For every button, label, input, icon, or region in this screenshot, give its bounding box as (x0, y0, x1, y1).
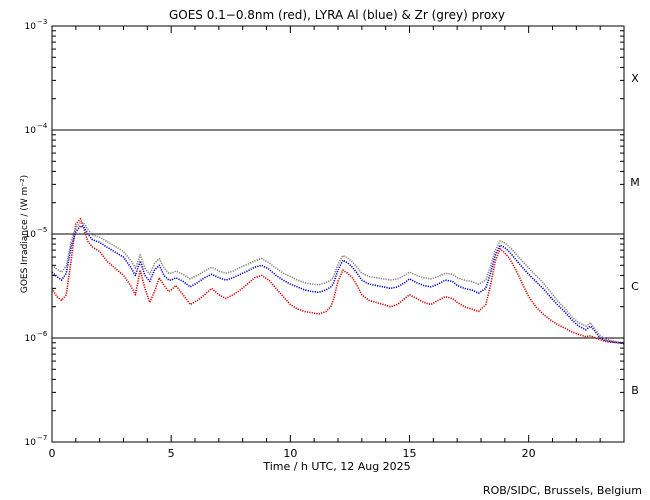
y-tick-label: 10 (25, 438, 37, 448)
chart-title: GOES 0.1−0.8nm (red), LYRA Al (blue) & Z… (169, 8, 505, 22)
series-line (51, 218, 625, 345)
y-tick-exponent: −7 (37, 434, 47, 442)
flare-class-labels: B C M X (630, 72, 640, 397)
y-tick-exponent: −4 (37, 122, 48, 130)
y-tick-label: 10 (25, 126, 37, 136)
x-tick-label: 20 (522, 447, 536, 460)
flare-class-label: C (631, 280, 639, 293)
y-tick-exponent: −5 (37, 226, 47, 234)
flare-level-lines (52, 129, 624, 339)
credit-text: ROB/SIDC, Brussels, Belgium (483, 484, 642, 497)
x-tick-label: 10 (283, 447, 297, 460)
x-tick-label: 15 (403, 447, 417, 460)
y-tick-exponent: −3 (37, 18, 47, 26)
x-tick-label: 0 (49, 447, 56, 460)
flare-class-label: X (631, 72, 639, 85)
y-tick-exponent: −6 (37, 330, 48, 338)
data-series (51, 218, 625, 345)
flare-class-label: M (630, 176, 640, 189)
series-line (51, 225, 625, 345)
y-axis: 10−710−610−510−410−3 (25, 18, 624, 448)
y-tick-label: 10 (25, 230, 37, 240)
y-tick-label: 10 (25, 22, 37, 32)
x-tick-label: 5 (168, 447, 175, 460)
y-tick-label: 10 (25, 334, 37, 344)
flare-class-label: B (631, 384, 639, 397)
x-axis-label: Time / h UTC, 12 Aug 2025 (262, 460, 410, 473)
y-axis-label: GOES Irradiance / (W m⁻²) (20, 175, 30, 293)
series-line (51, 221, 625, 345)
x-axis: 0 5 10 15 20 (49, 26, 625, 460)
